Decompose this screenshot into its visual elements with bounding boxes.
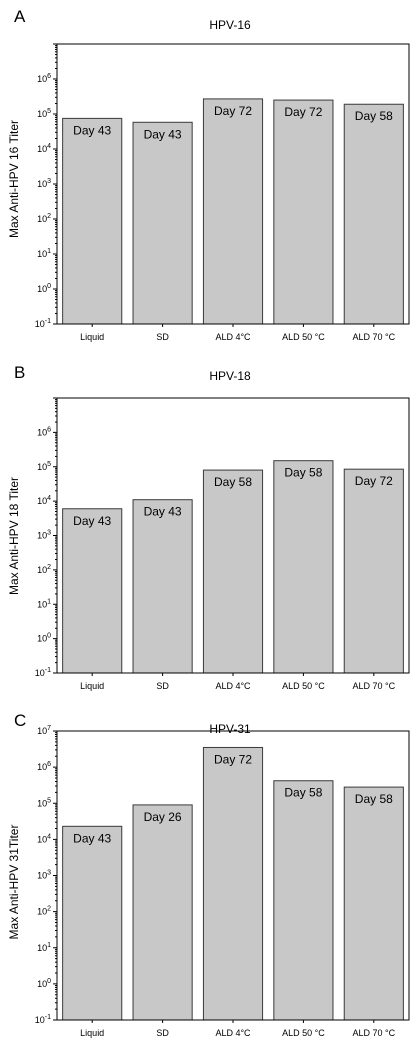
bar	[62, 508, 123, 674]
y-tick-label: 104	[37, 495, 51, 506]
y-tick-label: 105	[37, 108, 51, 119]
y-tick-label: 10-1	[35, 1014, 51, 1025]
bar	[343, 468, 404, 674]
bar-data-label: Day 26	[144, 810, 182, 824]
y-tick-label: 105	[37, 461, 51, 472]
bar-data-label: Day 58	[284, 786, 322, 800]
x-tick-label: ALD 4°C	[215, 681, 251, 691]
bar	[62, 825, 123, 1021]
x-tick-label: ALD 4°C	[215, 332, 251, 342]
chart-svg-c: C HPV-31 Max Anti-HPV 31Titer Day 43 Liqu…	[7, 711, 410, 1038]
y-tick-label: 102	[37, 213, 51, 224]
bar-data-label: Day 43	[73, 514, 111, 528]
x-tick-label: Liquid	[80, 681, 104, 691]
y-tick-label: 101	[37, 598, 51, 609]
bar-data-label: Day 43	[73, 123, 111, 137]
y-tick-label: 102	[37, 564, 51, 575]
bar-data-label: Day 72	[214, 104, 252, 118]
y-tick-label: 106	[37, 761, 51, 772]
chart-panel-c: C HPV-31 Max Anti-HPV 31Titer Day 43 Liqu…	[0, 700, 419, 1050]
bar-data-label: Day 43	[144, 505, 182, 519]
y-tick-label: 100	[37, 633, 51, 644]
bar	[202, 98, 264, 325]
x-tick-label: ALD 50 °C	[282, 681, 325, 691]
bar-data-label: Day 43	[144, 127, 182, 141]
bar-data-label: Day 43	[73, 831, 111, 845]
bar	[343, 786, 404, 1021]
panel-letter: A	[14, 7, 26, 26]
y-tick-label: 103	[37, 178, 51, 189]
y-tick-label: 104	[37, 143, 51, 154]
bar	[273, 780, 334, 1021]
chart-svg-b: B HPV-18 Max Anti-HPV 18 Titer Day 43 Liq…	[7, 363, 410, 691]
bar-data-label: Day 58	[284, 466, 322, 480]
chart-title: HPV-18	[209, 369, 251, 383]
x-tick-label: ALD 50 °C	[282, 332, 325, 342]
plot-area: Day 43 Liquid Day 43 SD Day 72 ALD 4°C Day 72 A…	[35, 43, 410, 342]
panel-letter: C	[14, 711, 26, 730]
y-tick-label: 106	[37, 73, 51, 84]
bar-data-label: Day 72	[214, 752, 252, 766]
bar	[132, 804, 193, 1021]
plot-area: Day 43 Liquid Day 26 SD Day 72 ALD 4°C Day 58 A…	[35, 725, 410, 1038]
y-tick-label: 102	[37, 906, 51, 917]
bar	[132, 121, 193, 325]
x-tick-label: Liquid	[80, 1028, 104, 1038]
plot-area: Day 43 Liquid Day 43 SD Day 58 ALD 4°C Day 58 A…	[35, 397, 410, 691]
chart-panel-b: B HPV-18 Max Anti-HPV 18 Titer Day 43 Liq…	[0, 350, 419, 700]
y-tick-label: 10-1	[35, 318, 51, 329]
y-tick-label: 104	[37, 833, 51, 844]
y-axis-label: Max Anti-HPV 18 Titer	[7, 477, 21, 595]
bar-data-label: Day 58	[214, 475, 252, 489]
x-tick-label: ALD 70 °C	[352, 681, 395, 691]
y-tick-label: 107	[37, 725, 51, 736]
x-tick-label: SD	[156, 681, 169, 691]
x-tick-label: ALD 70 °C	[352, 332, 395, 342]
y-axis-label: Max Anti-HPV 16 Titer	[7, 120, 21, 238]
y-tick-label: 103	[37, 870, 51, 881]
bar-data-label: Day 72	[284, 105, 322, 119]
y-axis-label: Max Anti-HPV 31Titer	[7, 825, 21, 940]
x-tick-label: ALD 70 °C	[352, 1028, 395, 1038]
y-tick-label: 100	[37, 978, 51, 989]
chart-title: HPV-31	[209, 722, 251, 736]
bar-data-label: Day 72	[355, 474, 393, 488]
y-tick-label: 105	[37, 797, 51, 808]
y-tick-label: 103	[37, 530, 51, 541]
x-tick-label: SD	[156, 1028, 169, 1038]
x-tick-label: ALD 4°C	[215, 1028, 251, 1038]
chart-svg-a: A HPV-16 Max Anti-HPV 16 Titer Day 43 Liq…	[7, 7, 410, 342]
y-tick-label: 101	[37, 942, 51, 953]
chart-title: HPV-16	[209, 18, 251, 32]
x-tick-label: ALD 50 °C	[282, 1028, 325, 1038]
x-tick-label: SD	[156, 332, 169, 342]
y-tick-label: 106	[37, 426, 51, 437]
bar-data-label: Day 58	[355, 792, 393, 806]
panel-letter: B	[14, 363, 25, 382]
bar	[273, 460, 334, 674]
bar	[343, 103, 404, 325]
bar	[62, 117, 123, 325]
x-tick-label: Liquid	[80, 332, 104, 342]
bar	[202, 746, 264, 1021]
y-tick-label: 10-1	[35, 667, 51, 678]
chart-panel-a: A HPV-16 Max Anti-HPV 16 Titer Day 43 Liq…	[0, 0, 419, 350]
y-tick-label: 100	[37, 283, 51, 294]
bar	[273, 99, 334, 325]
bar	[202, 469, 264, 674]
bar	[132, 499, 193, 674]
bar-data-label: Day 58	[355, 109, 393, 123]
y-tick-label: 101	[37, 248, 51, 259]
